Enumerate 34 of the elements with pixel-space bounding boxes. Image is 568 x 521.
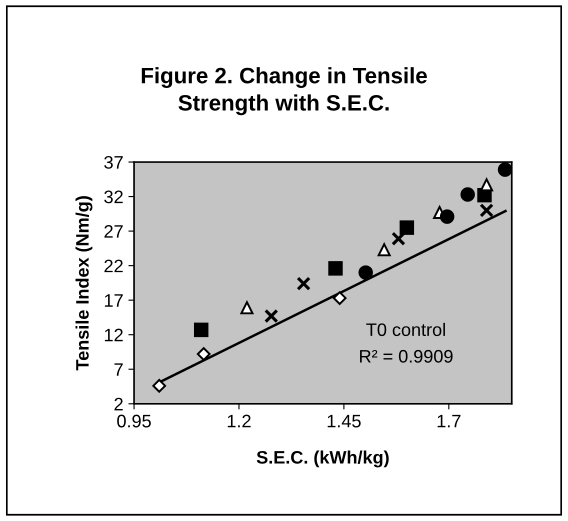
point: [152, 378, 166, 393]
x-axis-title: S.E.C. (kWh/kg): [256, 450, 389, 468]
annotation: R² = 0.9909: [360, 350, 453, 363]
y-tick-label: 32: [104, 190, 123, 204]
chart-title: Figure 2. Change in Tensile Strength with S.E.C.: [142, 67, 427, 116]
point: [194, 322, 208, 338]
point: [498, 162, 512, 177]
point: [296, 276, 311, 291]
x-tick-label: 1.7: [438, 414, 460, 428]
point: [460, 187, 475, 202]
point: [480, 203, 494, 218]
x-tick-label: 1.2: [228, 414, 251, 428]
y-tick-label: 7: [114, 363, 123, 376]
point: [332, 291, 347, 305]
y-tick-label: 17: [104, 294, 123, 307]
y-tick-label: 22: [104, 260, 123, 272]
point: [196, 347, 211, 361]
point: [440, 209, 454, 224]
point: [264, 308, 278, 324]
x-tick-label: 0.95: [117, 414, 151, 428]
y-tick-label: 27: [104, 225, 123, 238]
y-tick-label: 37: [104, 156, 123, 169]
point: [328, 261, 343, 276]
point: [358, 265, 373, 280]
annotation: T0 control: [366, 322, 445, 336]
point: [240, 301, 254, 314]
point: [378, 243, 391, 256]
y-tick-label: 2: [114, 398, 123, 410]
x-tick-label: 1.45: [328, 414, 361, 428]
y-axis-title: Tensile Index (Nm/g): [76, 196, 92, 370]
point: [400, 220, 414, 235]
y-tick-label: 12: [104, 328, 123, 342]
point: [480, 178, 494, 192]
point: [391, 232, 406, 246]
